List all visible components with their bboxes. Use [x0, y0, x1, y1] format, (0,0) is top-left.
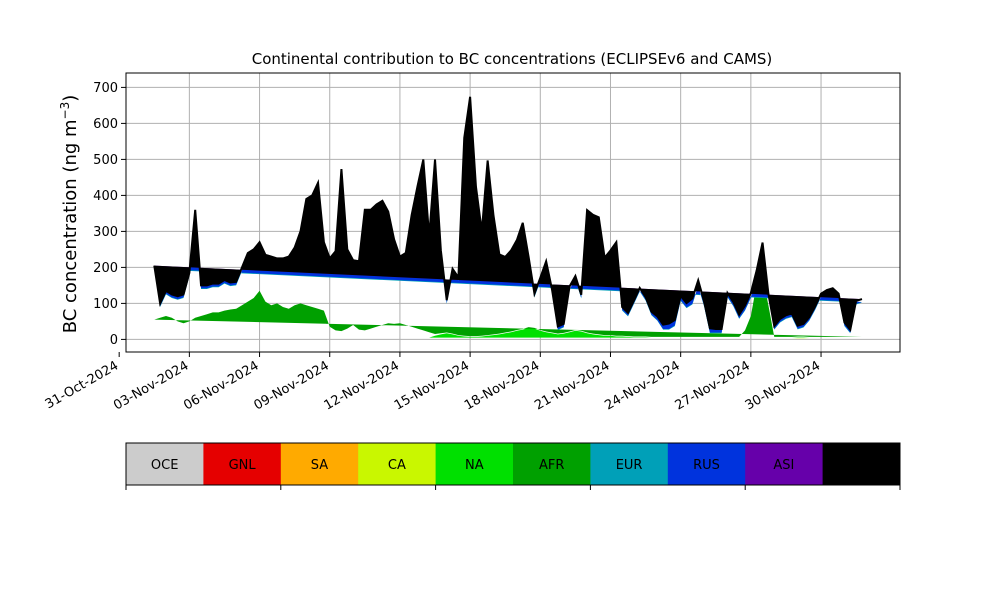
legend-swatch-aus — [822, 443, 901, 485]
x-tick-label: 21-Nov-2024 — [532, 358, 612, 413]
legend-swatch-afr — [513, 443, 591, 485]
y-tick-label: 600 — [93, 117, 118, 132]
y-tick-label: 300 — [93, 225, 118, 240]
plot-area: 0 100 200 300 400 500 600 700 31-Oct-202403-Nov-… — [43, 72, 901, 413]
stacked-areas — [153, 96, 863, 339]
legend-label-rus: RUS — [693, 458, 720, 473]
legend-swatch-na — [435, 443, 514, 485]
legend-label-gnl: GNL — [229, 458, 257, 473]
legend-label-na: NA — [465, 458, 484, 473]
x-tick-label: 03-Nov-2024 — [111, 358, 191, 413]
total-line — [153, 96, 863, 332]
y-tick-label: 500 — [93, 153, 118, 168]
x-tick-label: 24-Nov-2024 — [602, 358, 682, 413]
y-axis-label-sup: −3 — [58, 102, 72, 120]
legend-label-sa: SA — [311, 458, 328, 473]
y-axis-label: BC concentration (ng m−3) — [58, 95, 81, 334]
legend-label-asi: ASI — [773, 458, 794, 473]
area-afr — [154, 276, 862, 337]
legend-colorbar: OCE GNL SA CA NA AFR EUR RUS ASI AUS — [125, 442, 901, 490]
y-axis-label-main: BC concentration (ng m — [60, 119, 81, 333]
x-tick-label: 15-Nov-2024 — [392, 358, 472, 413]
y-tick-label: 0 — [110, 333, 118, 348]
legend-label-ca: CA — [388, 458, 406, 473]
y-tick-label: 700 — [93, 81, 118, 96]
x-tick-label: 27-Nov-2024 — [673, 358, 753, 413]
legend-label-eur: EUR — [616, 458, 643, 473]
y-tick-label: 400 — [93, 189, 118, 204]
area-na — [154, 327, 862, 338]
legend-swatch-asi — [745, 443, 824, 485]
area-rus — [154, 99, 862, 333]
x-tick-label: 09-Nov-2024 — [251, 358, 331, 413]
plot-frame — [125, 72, 901, 353]
chart-title: Continental contribution to BC concentra… — [252, 50, 773, 68]
y-axis-label-close: ) — [60, 95, 81, 102]
x-tick-label: 12-Nov-2024 — [322, 358, 402, 413]
legend-label-aus: AUS — [848, 458, 875, 473]
legend-swatch-ca — [358, 443, 437, 485]
x-tick-label: 31-Oct-2024 — [43, 358, 121, 412]
x-axis: 31-Oct-202403-Nov-202406-Nov-202409-Nov-… — [43, 352, 823, 413]
x-tick-label: 06-Nov-2024 — [181, 358, 261, 413]
x-tick-label: 18-Nov-2024 — [462, 358, 542, 413]
legend-swatch-eur — [590, 443, 669, 485]
legend-frame — [125, 442, 901, 486]
x-tick-label: 30-Nov-2024 — [743, 358, 823, 413]
legend-swatch-rus — [667, 443, 746, 485]
area-aus — [154, 96, 862, 330]
legend-label-oce: OCE — [151, 458, 179, 473]
legend-label-afr: AFR — [539, 458, 564, 473]
y-tick-label: 200 — [93, 261, 118, 276]
y-axis: 0 100 200 300 400 500 600 700 — [93, 81, 126, 348]
legend-swatch-sa — [280, 443, 359, 485]
legend-swatch-gnl — [203, 443, 282, 485]
legend-swatch-oce — [126, 443, 204, 485]
y-tick-label: 100 — [93, 297, 118, 312]
